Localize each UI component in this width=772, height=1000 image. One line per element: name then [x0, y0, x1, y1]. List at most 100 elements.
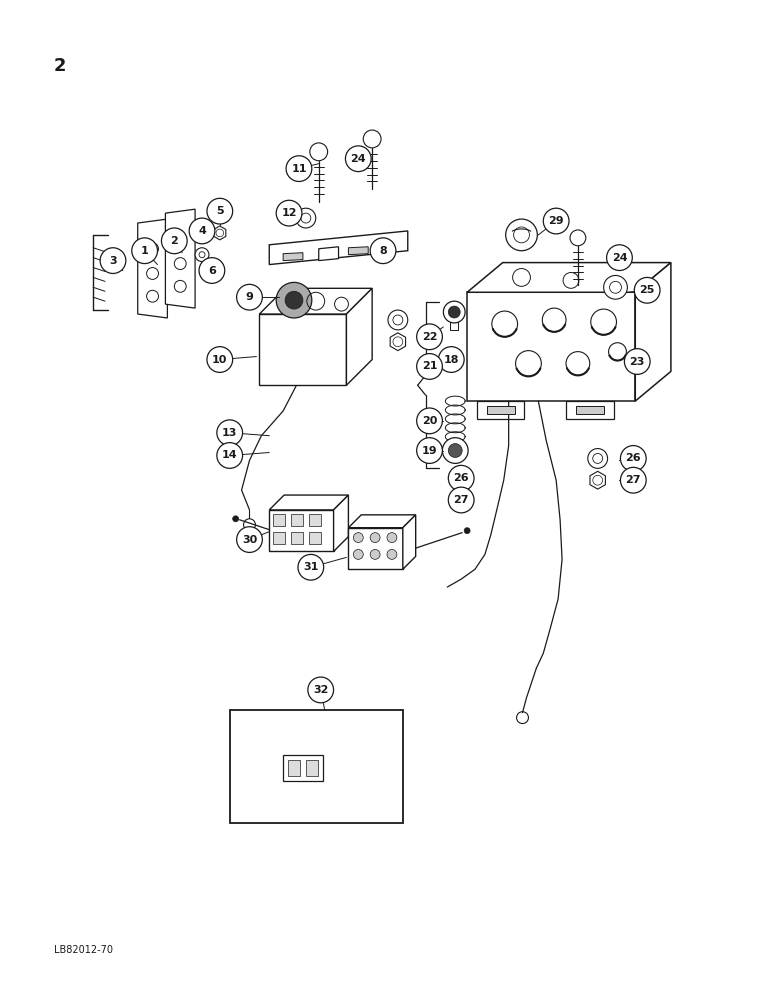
Circle shape	[217, 443, 242, 468]
Circle shape	[370, 549, 380, 559]
Text: 1: 1	[141, 246, 148, 256]
Circle shape	[464, 528, 470, 534]
Text: 30: 30	[242, 535, 257, 545]
Circle shape	[449, 487, 474, 513]
Polygon shape	[269, 231, 408, 265]
Text: 21: 21	[422, 361, 437, 371]
Circle shape	[206, 265, 218, 276]
Circle shape	[237, 284, 262, 310]
Circle shape	[604, 275, 628, 299]
Circle shape	[296, 208, 316, 228]
Polygon shape	[165, 209, 195, 308]
Circle shape	[310, 143, 327, 161]
Circle shape	[621, 467, 646, 493]
Polygon shape	[467, 263, 671, 292]
Polygon shape	[467, 292, 635, 401]
Circle shape	[298, 554, 323, 580]
Polygon shape	[259, 288, 372, 314]
Circle shape	[100, 248, 126, 273]
Circle shape	[417, 324, 442, 350]
Polygon shape	[269, 495, 348, 510]
Circle shape	[449, 359, 454, 364]
Circle shape	[237, 527, 262, 552]
Polygon shape	[348, 247, 368, 255]
Circle shape	[417, 438, 442, 463]
Polygon shape	[283, 253, 303, 261]
Text: 23: 23	[630, 357, 645, 367]
Text: 3: 3	[109, 256, 117, 266]
Text: 26: 26	[625, 453, 641, 463]
Text: 25: 25	[639, 285, 655, 295]
Circle shape	[207, 198, 232, 224]
Text: LB82012-70: LB82012-70	[53, 945, 113, 955]
Circle shape	[345, 146, 371, 172]
Circle shape	[161, 228, 187, 254]
Polygon shape	[487, 406, 515, 414]
Circle shape	[285, 291, 303, 309]
Polygon shape	[259, 314, 347, 385]
Text: 27: 27	[453, 495, 469, 505]
Polygon shape	[273, 514, 285, 526]
Polygon shape	[590, 471, 605, 489]
Circle shape	[370, 533, 380, 543]
Polygon shape	[348, 528, 403, 569]
Text: 32: 32	[313, 685, 328, 695]
Text: 9: 9	[245, 292, 253, 302]
Circle shape	[354, 533, 364, 543]
Polygon shape	[137, 219, 168, 318]
Circle shape	[438, 347, 464, 372]
Circle shape	[570, 230, 586, 246]
Circle shape	[587, 449, 608, 468]
Circle shape	[354, 549, 364, 559]
Text: 18: 18	[444, 355, 459, 365]
Text: 14: 14	[222, 450, 238, 460]
Polygon shape	[348, 515, 415, 528]
Polygon shape	[319, 247, 338, 261]
Circle shape	[195, 248, 209, 262]
Circle shape	[417, 354, 442, 379]
Circle shape	[443, 301, 466, 323]
Circle shape	[442, 438, 468, 463]
Circle shape	[276, 200, 302, 226]
Circle shape	[308, 677, 334, 703]
Polygon shape	[334, 495, 348, 551]
Text: 24: 24	[611, 253, 628, 263]
Circle shape	[445, 355, 459, 368]
Circle shape	[370, 238, 396, 264]
Text: 29: 29	[548, 216, 564, 226]
Circle shape	[286, 156, 312, 181]
Text: 22: 22	[422, 332, 437, 342]
Text: 10: 10	[212, 355, 228, 365]
Circle shape	[199, 258, 225, 283]
Text: 24: 24	[350, 154, 366, 164]
Polygon shape	[566, 401, 614, 419]
Circle shape	[621, 446, 646, 471]
Polygon shape	[283, 755, 323, 781]
Polygon shape	[291, 514, 303, 526]
Circle shape	[449, 465, 474, 491]
Circle shape	[417, 408, 442, 434]
Polygon shape	[635, 263, 671, 401]
Text: 2: 2	[53, 57, 66, 75]
Polygon shape	[347, 288, 372, 385]
Circle shape	[449, 444, 462, 457]
Polygon shape	[450, 318, 459, 330]
Text: 5: 5	[216, 206, 224, 216]
Polygon shape	[291, 532, 303, 544]
Polygon shape	[477, 401, 524, 419]
Text: 20: 20	[422, 416, 437, 426]
Circle shape	[387, 533, 397, 543]
Circle shape	[625, 349, 650, 374]
Polygon shape	[309, 514, 320, 526]
Text: 11: 11	[291, 164, 306, 174]
Circle shape	[543, 208, 569, 234]
Text: 6: 6	[208, 266, 216, 276]
Circle shape	[635, 277, 660, 303]
Text: 12: 12	[281, 208, 296, 218]
Circle shape	[207, 347, 232, 372]
Polygon shape	[269, 510, 334, 551]
Polygon shape	[288, 760, 300, 776]
Text: 26: 26	[453, 473, 469, 483]
Polygon shape	[390, 333, 405, 351]
Polygon shape	[576, 406, 604, 414]
